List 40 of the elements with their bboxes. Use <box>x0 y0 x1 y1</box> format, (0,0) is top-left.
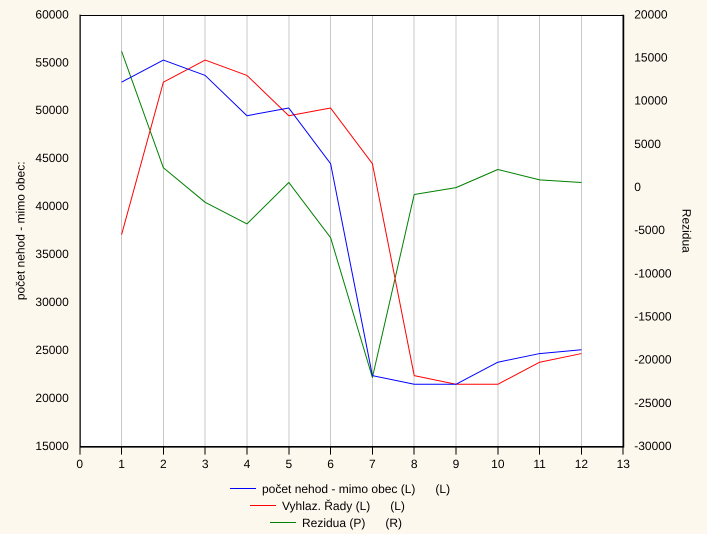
x-tick-label: 12 <box>574 457 588 472</box>
x-tick-label: 1 <box>118 457 126 472</box>
y2-tick-label: 10000 <box>634 94 668 108</box>
y-tick-label: 35000 <box>35 247 70 262</box>
x-tick-label: 8 <box>410 457 418 472</box>
y-tick-label: 30000 <box>35 295 70 310</box>
y2-tick-label: 15000 <box>634 50 668 64</box>
x-tick-label: 9 <box>452 457 460 472</box>
x-tick-label: 5 <box>285 457 292 472</box>
y2-tick-label: 20000 <box>634 7 668 22</box>
x-tick-label: 13 <box>616 457 630 472</box>
y2-tick-label: -15000 <box>634 309 672 324</box>
x-tick-label: 7 <box>369 457 376 472</box>
x-tick-label: 6 <box>327 457 334 472</box>
y2-tick-label: 5000 <box>634 136 662 151</box>
y2-tick-label: 0 <box>634 180 642 194</box>
y-tick-label: 25000 <box>35 343 70 357</box>
x-tick-label: 10 <box>491 457 505 472</box>
y-tick-label: 55000 <box>35 55 70 70</box>
legend-label: počet nehod - mimo obec (L) (L) <box>262 482 450 496</box>
y2-tick-label: -30000 <box>634 438 672 453</box>
x-tick-label: 0 <box>76 457 84 472</box>
y-tick-label: 50000 <box>35 103 70 118</box>
legend-label: Vyhlaz. Řady (L) (L) <box>282 498 405 512</box>
y-tick-label: 20000 <box>35 390 70 405</box>
y2-tick-label: -25000 <box>634 396 672 410</box>
y-tick-label: 40000 <box>35 199 70 214</box>
y-tick-label: 45000 <box>35 151 70 166</box>
y-tick-label: 15000 <box>35 438 70 453</box>
y2-tick-label: -20000 <box>634 352 672 367</box>
y-axis-title: počet nehod - mimo obec: <box>14 161 28 300</box>
x-tick-label: 11 <box>533 457 546 472</box>
x-tick-label: 4 <box>244 457 251 472</box>
y-tick-label: 60000 <box>35 7 70 22</box>
legend-label: Rezidua (P) (R) <box>302 516 402 530</box>
x-tick-label: 2 <box>160 457 168 472</box>
y2-tick-label: -10000 <box>634 266 672 280</box>
y2-tick-label: -5000 <box>634 223 666 238</box>
y2-axis-title: Rezidua <box>679 208 694 254</box>
x-tick-label: 3 <box>202 457 209 472</box>
